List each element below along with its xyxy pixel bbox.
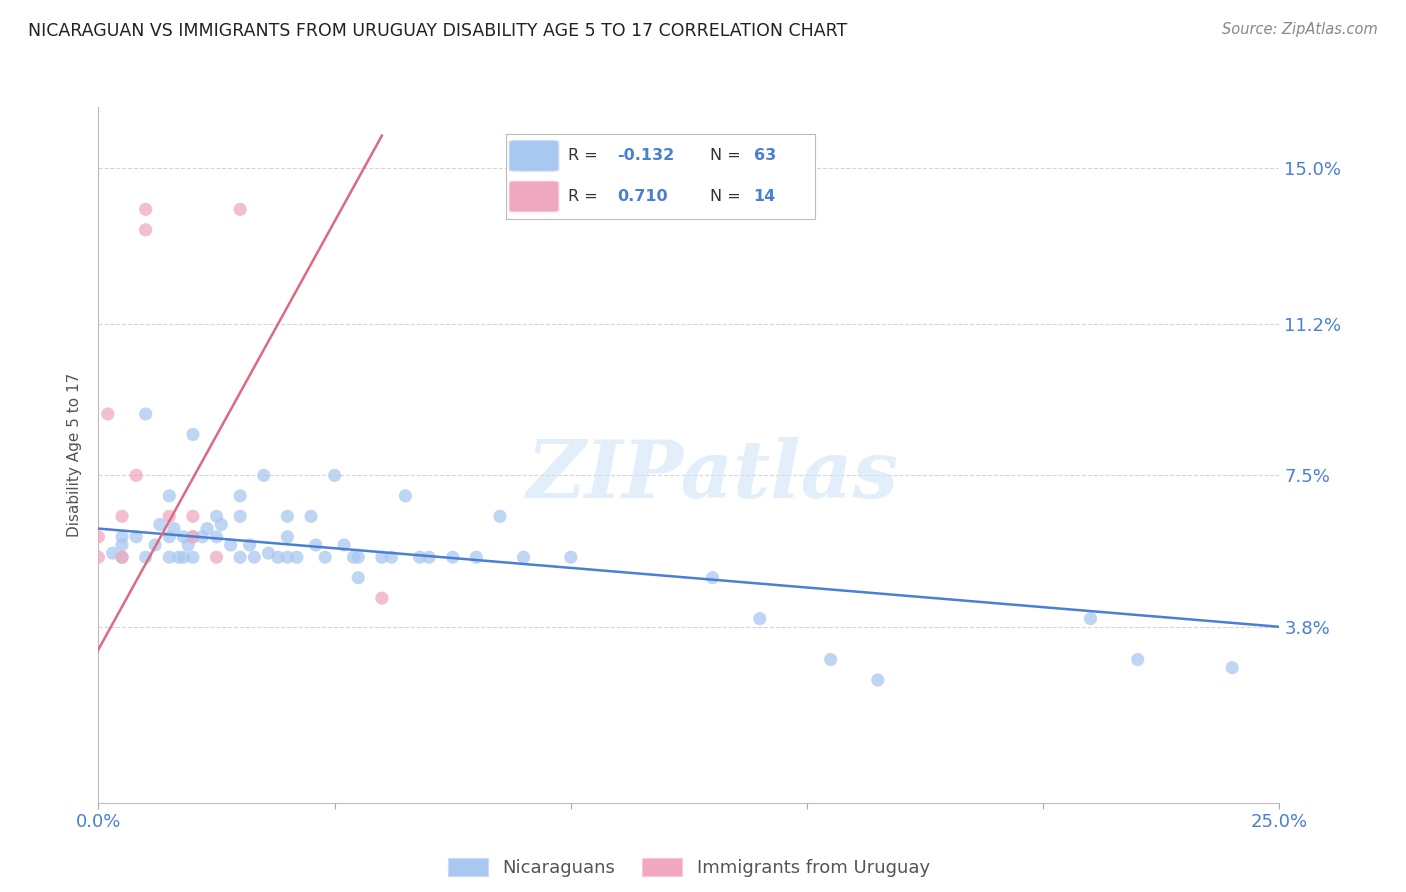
Text: N =: N = [710,148,741,163]
Point [239,538,262,552]
Point [371,550,394,565]
Point [380,550,402,565]
Point [135,550,157,565]
Point [1220,661,1243,675]
Point [111,550,134,565]
Point [347,550,370,565]
FancyBboxPatch shape [509,181,558,211]
Point [323,468,346,483]
Y-axis label: Disability Age 5 to 17: Disability Age 5 to 17 [67,373,83,537]
Point [219,538,242,552]
Point [157,509,180,524]
Text: N =: N = [710,189,741,204]
Point [347,571,370,585]
Point [157,489,180,503]
Point [371,591,394,606]
Point [748,612,770,626]
Point [195,522,218,536]
Point [205,509,228,524]
Point [209,517,232,532]
Point [253,468,276,483]
Point [333,538,356,552]
Point [205,550,228,565]
Point [1080,612,1102,626]
Point [229,509,252,524]
Point [229,489,252,503]
Text: 14: 14 [754,189,776,204]
Point [87,550,110,565]
Point [418,550,440,565]
Point [111,550,134,565]
Point [229,550,252,565]
Point [101,546,124,560]
Point [276,550,298,565]
Point [111,509,134,524]
Point [276,509,298,524]
Point [135,223,157,237]
Point [276,530,298,544]
Point [111,538,134,552]
Point [181,550,204,565]
Point [560,550,582,565]
Point [229,202,252,217]
Point [163,522,186,536]
Point [441,550,464,565]
Point [149,517,172,532]
Point [820,652,842,666]
Point [489,509,512,524]
Point [172,530,194,544]
Point [143,538,166,552]
Point [285,550,308,565]
Point [299,509,322,524]
Point [181,530,204,544]
Point [157,530,180,544]
Point [97,407,120,421]
Point [408,550,430,565]
Text: NICARAGUAN VS IMMIGRANTS FROM URUGUAY DISABILITY AGE 5 TO 17 CORRELATION CHART: NICARAGUAN VS IMMIGRANTS FROM URUGUAY DI… [28,22,848,40]
Point [342,550,364,565]
Point [314,550,336,565]
Point [181,427,204,442]
Point [305,538,328,552]
Point [111,530,134,544]
Point [181,530,204,544]
Text: 63: 63 [754,148,776,163]
Text: 0.710: 0.710 [617,189,668,204]
Point [512,550,534,565]
Point [205,530,228,544]
Point [125,468,148,483]
Point [267,550,290,565]
Point [702,571,724,585]
Text: -0.132: -0.132 [617,148,675,163]
Point [1126,652,1149,666]
Text: ZIPatlas: ZIPatlas [526,437,898,515]
Point [172,550,194,565]
Point [135,202,157,217]
Point [135,407,157,421]
Point [177,538,200,552]
Point [167,550,190,565]
Point [394,489,416,503]
Point [125,530,148,544]
Point [191,530,214,544]
Text: R =: R = [568,189,598,204]
Point [181,509,204,524]
Point [87,530,110,544]
Point [465,550,488,565]
Text: R =: R = [568,148,598,163]
Point [243,550,266,565]
Point [157,550,180,565]
Point [257,546,280,560]
FancyBboxPatch shape [509,141,558,171]
Text: Source: ZipAtlas.com: Source: ZipAtlas.com [1222,22,1378,37]
Point [866,673,889,687]
Legend: Nicaraguans, Immigrants from Uruguay: Nicaraguans, Immigrants from Uruguay [449,858,929,877]
